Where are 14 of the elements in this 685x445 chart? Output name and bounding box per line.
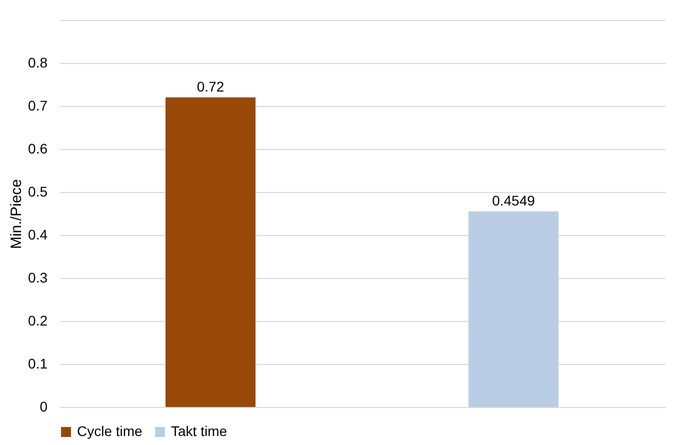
legend-label: Cycle time [77, 423, 143, 439]
data-label: 0.72 [196, 78, 224, 94]
y-tick-label: 0.5 [28, 184, 48, 200]
data-label: 0.4549 [492, 192, 536, 208]
y-tick-label: 0.8 [28, 54, 48, 70]
legend-label: Takt time [171, 423, 228, 439]
y-tick-label: 0.3 [28, 270, 48, 286]
y-tick-label: 0.7 [28, 98, 48, 114]
y-tick-label: 0.1 [28, 356, 48, 372]
y-tick-label: 0.4 [28, 226, 48, 242]
y-tick-label: 0 [40, 398, 48, 414]
y-tick-label: 0.2 [28, 312, 48, 328]
y-axis-title: Min./Piece [8, 178, 26, 250]
y-tick-label: 0.6 [28, 140, 48, 156]
